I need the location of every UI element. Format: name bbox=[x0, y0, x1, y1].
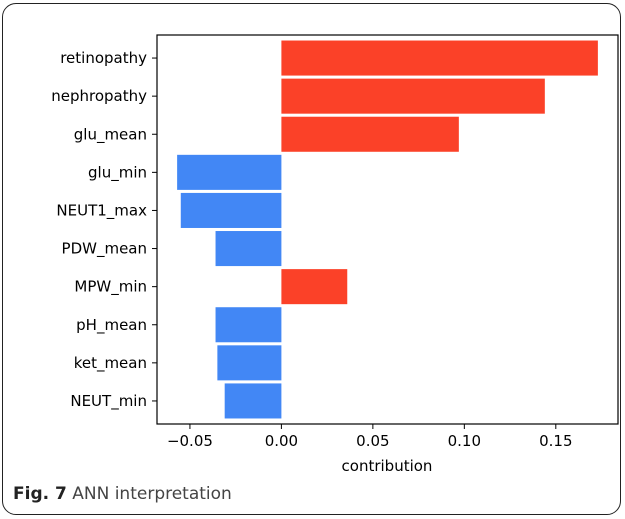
bar-MPW_min bbox=[281, 269, 348, 305]
bar-NEUT_min bbox=[224, 383, 282, 419]
y-tick-label: nephropathy bbox=[51, 87, 147, 105]
x-axis-label: contribution bbox=[342, 457, 433, 475]
bar-nephropathy bbox=[281, 78, 545, 114]
bar-PDW_mean bbox=[215, 231, 282, 267]
bar-NEUT1_max bbox=[180, 192, 282, 228]
caption-text: ANN interpretation bbox=[72, 484, 232, 504]
y-tick-label: retinopathy bbox=[60, 49, 147, 67]
bar-glu_min bbox=[177, 154, 282, 190]
y-tick-label: pH_mean bbox=[76, 316, 147, 335]
x-tick-label: 0.10 bbox=[448, 432, 481, 450]
y-tick-label: glu_mean bbox=[74, 125, 147, 144]
y-tick-label: glu_min bbox=[88, 163, 147, 182]
bar-glu_mean bbox=[281, 116, 459, 152]
x-tick-label: 0.00 bbox=[265, 432, 298, 450]
x-tick-label: −0.05 bbox=[167, 432, 213, 450]
y-tick-label: MPW_min bbox=[74, 278, 147, 297]
y-tick-label: ket_mean bbox=[74, 354, 147, 373]
figure-caption: Fig. 7 ANN interpretation bbox=[13, 484, 232, 504]
x-tick-label: 0.05 bbox=[356, 432, 389, 450]
y-tick-label: NEUT1_max bbox=[56, 201, 147, 220]
plot-area bbox=[156, 34, 619, 425]
figure-frame bbox=[2, 3, 621, 515]
y-tick-label: NEUT_min bbox=[70, 392, 147, 411]
caption-label: Fig. 7 bbox=[13, 484, 67, 504]
bar-pH_mean bbox=[215, 307, 282, 343]
bar-retinopathy bbox=[281, 40, 598, 76]
y-tick-label: PDW_mean bbox=[62, 240, 147, 259]
x-tick-label: 0.15 bbox=[539, 432, 572, 450]
bar-ket_mean bbox=[217, 345, 282, 381]
